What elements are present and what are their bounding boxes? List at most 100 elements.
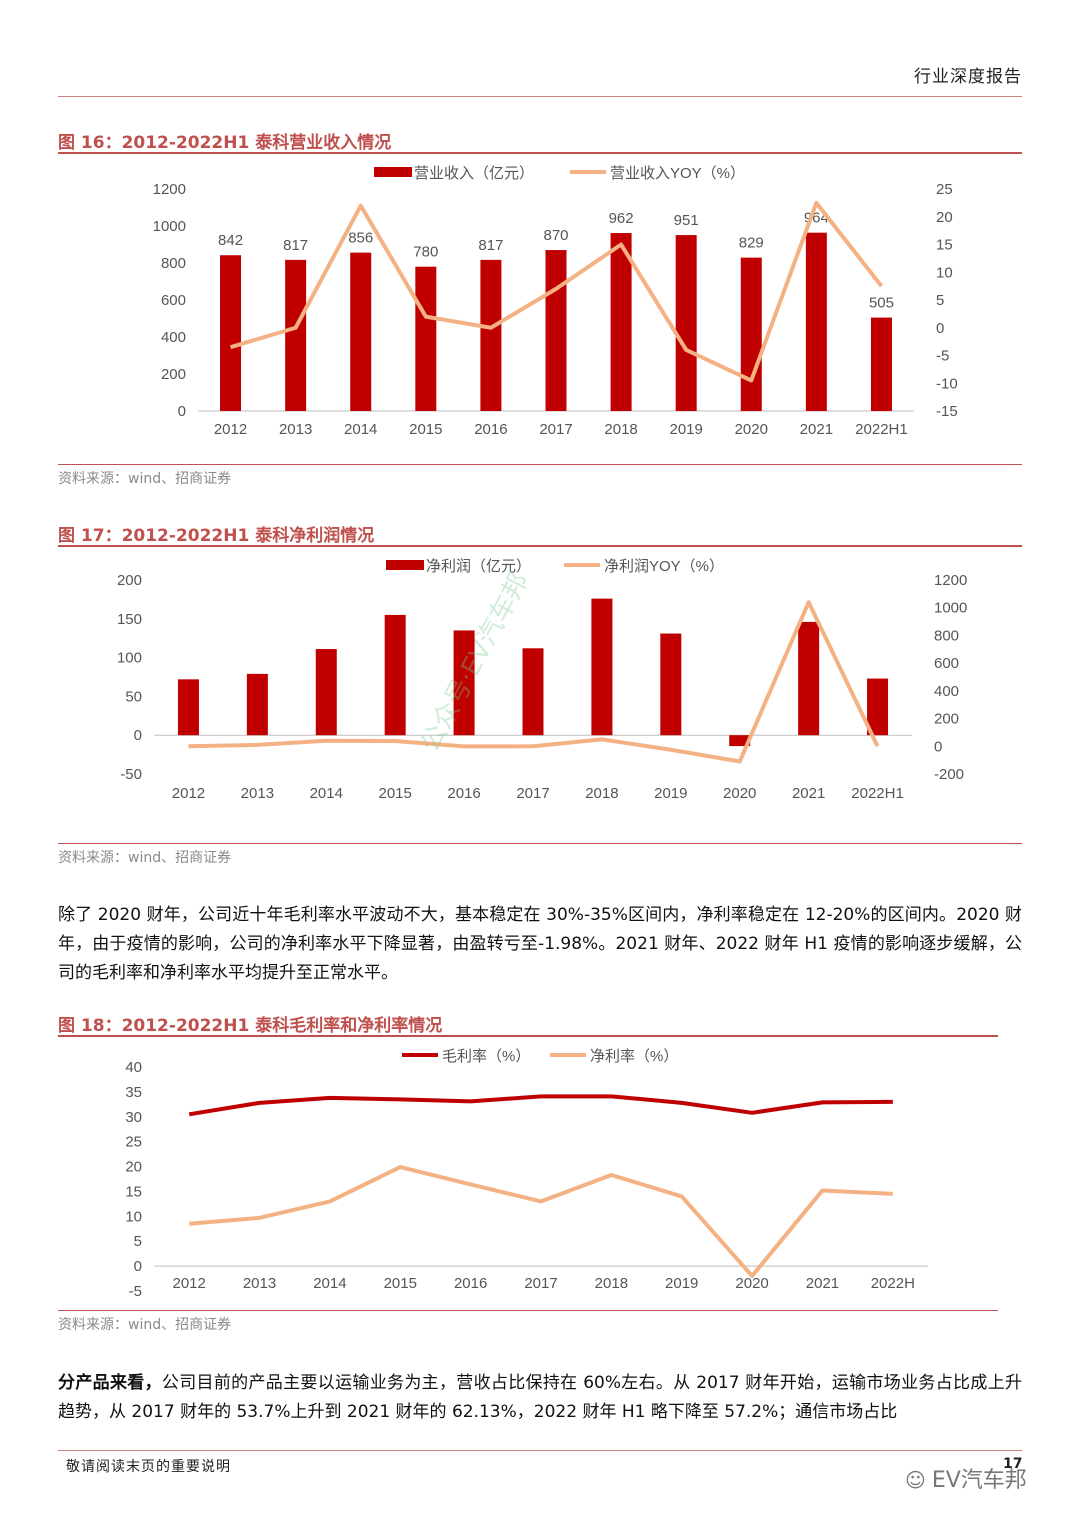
y-tick-label: 20	[125, 1159, 142, 1176]
x-tick-label: 2015	[384, 1275, 417, 1292]
net-margin-line	[189, 1165, 893, 1278]
bar-value-label: 780	[413, 244, 438, 261]
y-tick-label: 25	[125, 1134, 142, 1151]
x-tick-label: 2018	[604, 421, 637, 438]
y-right-tick-label: 400	[934, 683, 959, 700]
bar-value-label: 962	[609, 210, 634, 227]
legend-line-label: 营业收入YOY（%）	[610, 165, 745, 182]
figure-18-bottom-rule	[58, 1310, 998, 1311]
y-left-tick-label: 100	[117, 650, 142, 667]
brand-label: EV汽车邦	[931, 1468, 1027, 1493]
bar-2022H1	[870, 317, 892, 411]
bar-value-label: 817	[283, 237, 308, 254]
chart-17-legend: 净利润（亿元） 净利润YOY（%）	[386, 558, 724, 575]
x-tick-label: 2021	[800, 421, 833, 438]
bar-2014	[315, 649, 337, 736]
x-tick-label: 2016	[454, 1275, 487, 1292]
bar-2014	[350, 252, 372, 411]
gross-margin-line	[188, 1094, 893, 1117]
bar-2019	[660, 633, 682, 736]
y-right-tick-label: 600	[934, 655, 959, 672]
bar-value-label: 842	[218, 232, 243, 249]
x-tick-label: 2015	[409, 421, 442, 438]
y-left-tick-label: 800	[161, 255, 186, 272]
bar-2021	[798, 621, 820, 736]
footer-divider	[58, 1450, 1022, 1451]
y-right-tick-label: 800	[934, 627, 959, 644]
x-tick-label: 2020	[723, 785, 756, 802]
y-left-tick-label: 600	[161, 292, 186, 309]
x-tick-label: 2019	[665, 1275, 698, 1292]
legend-bar-swatch	[374, 167, 412, 177]
y-tick-label: 5	[134, 1233, 142, 1250]
chart-16-legend: 营业收入（亿元） 营业收入YOY（%）	[374, 165, 745, 182]
legend-bar-swatch	[386, 560, 424, 570]
x-tick-label: 2020	[735, 421, 768, 438]
bar-2013	[285, 259, 307, 411]
y-left-tick-label: 0	[178, 403, 186, 420]
figure-16-bottom-rule	[58, 464, 1022, 465]
bar-2019	[675, 235, 697, 411]
y-left-tick-label: 400	[161, 329, 186, 346]
x-tick-label: 2021	[806, 1275, 839, 1292]
figure-17-title: 图 17：2012-2022H1 泰科净利润情况	[58, 526, 375, 546]
bar-2015	[415, 266, 437, 411]
bar-value-label: 829	[739, 235, 764, 252]
y-right-tick-label: 10	[936, 264, 953, 281]
x-tick-label: 2019	[669, 421, 702, 438]
figure-18-source: 资料来源：wind、招商证券	[58, 1317, 232, 1333]
x-tick-label: 2014	[344, 421, 377, 438]
report-header-title: 行业深度报告	[914, 67, 1022, 87]
y-left-tick-label: 200	[117, 572, 142, 589]
y-right-tick-label: 0	[934, 738, 942, 755]
figure-17-chart: 净利润（亿元） 净利润YOY（%） -50 0 50 100 150 200 -200 0 20…	[117, 558, 967, 802]
y-left-tick-label: -50	[120, 766, 142, 783]
x-tick-label: 2013	[241, 785, 274, 802]
y-right-tick-label: -5	[936, 348, 949, 365]
x-tick-label: 2017	[524, 1275, 557, 1292]
bar-2018	[591, 598, 613, 736]
y-right-tick-label: 0	[936, 320, 944, 337]
page-number: 17	[1003, 1456, 1023, 1472]
x-tick-label: 2012	[172, 785, 205, 802]
body-paragraph-1: 除了 2020 财年，公司近十年毛利率水平波动不大，基本稳定在 30%-35%区…	[58, 905, 1022, 983]
chart-18-legend: 毛利率（%） 净利率（%）	[402, 1048, 678, 1065]
x-tick-label: 2018	[585, 785, 618, 802]
figure-18-chart: 毛利率（%） 净利率（%） -5 0 5 10 15 20 25 30 35 40 2012 2013…	[125, 1048, 928, 1300]
x-tick-label: 2012	[172, 1275, 205, 1292]
bar-2017	[545, 250, 567, 411]
bar-value-label: 505	[869, 295, 894, 312]
x-tick-label: 2020	[735, 1275, 768, 1292]
x-tick-label: 2021	[792, 785, 825, 802]
y-tick-label: 10	[125, 1208, 142, 1225]
x-tick-label: 2022H1	[851, 785, 904, 802]
y-right-tick-label: 15	[936, 237, 953, 254]
bar-2020	[740, 257, 762, 411]
figure-16-top-rule	[58, 152, 1022, 154]
y-left-tick-label: 1000	[153, 218, 186, 235]
x-tick-label: 2013	[243, 1275, 276, 1292]
bar-2017	[522, 648, 544, 736]
x-tick-label: 2022H	[871, 1275, 915, 1292]
x-tick-label: 2013	[279, 421, 312, 438]
legend-bar-label: 净利润（亿元）	[426, 558, 531, 575]
x-tick-label: 2017	[539, 421, 572, 438]
y-left-tick-label: 50	[125, 688, 142, 705]
legend-line2-label: 净利率（%）	[590, 1048, 678, 1065]
y-left-tick-label: 150	[117, 611, 142, 628]
legend-bar-label: 营业收入（亿元）	[414, 165, 534, 182]
bar-2018	[610, 233, 632, 411]
header-divider	[58, 96, 1022, 97]
y-left-tick-label: 0	[134, 727, 142, 744]
bar-2015	[384, 614, 406, 736]
y-tick-label: 0	[134, 1258, 142, 1275]
x-tick-label: 2016	[474, 421, 507, 438]
y-right-tick-label: -200	[934, 766, 964, 783]
y-right-tick-label: 200	[934, 711, 959, 728]
figure-17-bottom-rule	[58, 843, 1022, 844]
y-right-tick-label: 1000	[934, 600, 967, 617]
figure-17-top-rule	[58, 545, 1022, 547]
x-tick-label: 2014	[310, 785, 343, 802]
footer-note: 敬请阅读末页的重要说明	[66, 1459, 231, 1475]
bar-value-label: 870	[543, 227, 568, 244]
